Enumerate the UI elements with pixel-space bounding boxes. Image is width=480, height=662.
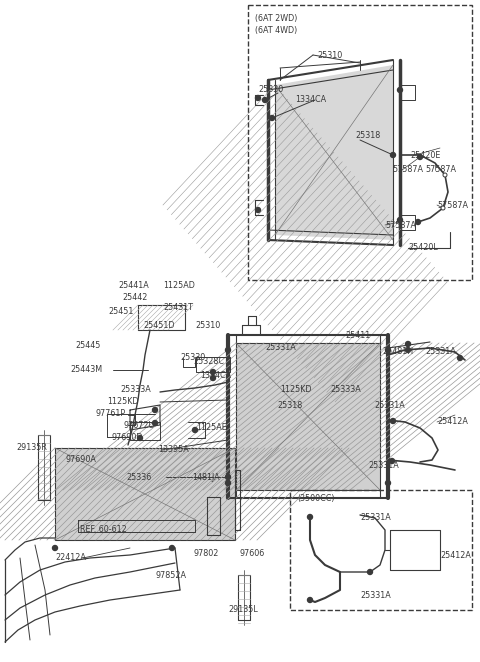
Text: (6AT 4WD): (6AT 4WD) (255, 26, 297, 34)
Text: REF. 60-612: REF. 60-612 (80, 526, 127, 534)
Text: 25330: 25330 (258, 85, 283, 95)
Text: 25445: 25445 (75, 340, 100, 350)
Text: 25331A: 25331A (425, 348, 456, 357)
Text: 25420E: 25420E (410, 150, 440, 160)
Text: (3500CC): (3500CC) (297, 493, 335, 502)
Text: 25330: 25330 (180, 354, 205, 363)
Text: 97690D: 97690D (112, 432, 144, 442)
Text: 25310: 25310 (195, 320, 220, 330)
Circle shape (211, 375, 216, 381)
Circle shape (308, 514, 312, 520)
Circle shape (391, 418, 396, 424)
Text: 1125KD: 1125KD (107, 397, 139, 406)
Text: 25431T: 25431T (163, 303, 193, 312)
Text: 97761P: 97761P (96, 410, 126, 418)
Polygon shape (236, 343, 380, 490)
Text: 97672U: 97672U (124, 420, 156, 430)
Circle shape (52, 545, 58, 551)
Circle shape (391, 152, 396, 158)
Circle shape (269, 115, 275, 120)
Text: 25481H: 25481H (382, 348, 413, 357)
Text: 97852A: 97852A (155, 571, 186, 579)
Text: 25333A: 25333A (120, 385, 151, 395)
Text: 29135R: 29135R (16, 444, 47, 453)
Text: 97690A: 97690A (65, 455, 96, 465)
Circle shape (397, 218, 403, 222)
Circle shape (368, 569, 372, 575)
Text: 1334CA: 1334CA (295, 95, 326, 105)
Circle shape (226, 481, 230, 485)
Polygon shape (275, 65, 393, 240)
Circle shape (263, 97, 267, 103)
Text: 25328C: 25328C (193, 357, 224, 367)
Text: 97606: 97606 (240, 549, 265, 557)
Text: 57587A: 57587A (425, 166, 456, 175)
Text: 97802: 97802 (193, 549, 218, 557)
Text: 25442: 25442 (122, 293, 147, 303)
Text: 1481JA: 1481JA (192, 473, 220, 481)
Circle shape (389, 459, 395, 463)
Text: 25331A: 25331A (360, 591, 391, 600)
Text: 1125KD: 1125KD (280, 385, 312, 395)
Bar (290, 490, 472, 610)
Circle shape (255, 95, 261, 101)
Circle shape (385, 348, 391, 352)
Circle shape (397, 87, 403, 93)
Text: 25443M: 25443M (70, 365, 102, 375)
Circle shape (153, 420, 157, 426)
Text: 1125AD: 1125AD (163, 281, 195, 291)
Circle shape (255, 207, 261, 213)
Text: 57587A: 57587A (437, 201, 468, 209)
Circle shape (211, 369, 216, 375)
Circle shape (418, 154, 422, 160)
Circle shape (385, 481, 391, 485)
Circle shape (406, 348, 410, 352)
Text: 25441A: 25441A (118, 281, 149, 291)
Text: 57587A: 57587A (385, 220, 416, 230)
Text: 25451: 25451 (108, 308, 133, 316)
Circle shape (416, 220, 420, 224)
Text: 25412A: 25412A (440, 551, 471, 559)
Circle shape (192, 428, 197, 432)
Circle shape (137, 436, 143, 440)
Text: 25318: 25318 (277, 401, 302, 410)
Text: 25318: 25318 (355, 130, 380, 140)
Text: 25310: 25310 (317, 50, 343, 60)
Text: (6AT 2WD): (6AT 2WD) (255, 13, 298, 23)
Circle shape (169, 545, 175, 551)
Text: 22412A: 22412A (55, 553, 86, 563)
Bar (248, 5, 472, 280)
Text: 25331A: 25331A (374, 401, 405, 410)
Text: 25451D: 25451D (143, 320, 175, 330)
Circle shape (457, 355, 463, 361)
Polygon shape (55, 448, 235, 540)
Text: 1334CA: 1334CA (200, 371, 231, 381)
Circle shape (441, 206, 445, 210)
Text: 25411: 25411 (345, 330, 370, 340)
Circle shape (226, 348, 230, 352)
Circle shape (153, 408, 157, 412)
Text: 25331A: 25331A (360, 514, 391, 522)
Circle shape (226, 475, 230, 479)
Text: 25331A: 25331A (368, 461, 399, 469)
Text: 13395A: 13395A (158, 446, 189, 455)
Text: 25336: 25336 (126, 473, 151, 481)
Text: 57587A: 57587A (392, 166, 423, 175)
Circle shape (443, 173, 447, 177)
Text: 25412A: 25412A (437, 418, 468, 426)
Text: 25333A: 25333A (330, 385, 361, 395)
Text: 29135L: 29135L (228, 606, 258, 614)
Circle shape (308, 598, 312, 602)
Text: 25331A: 25331A (265, 344, 296, 352)
Text: 1125AE: 1125AE (196, 424, 227, 432)
Text: 25420L: 25420L (408, 244, 438, 252)
Circle shape (406, 342, 410, 346)
